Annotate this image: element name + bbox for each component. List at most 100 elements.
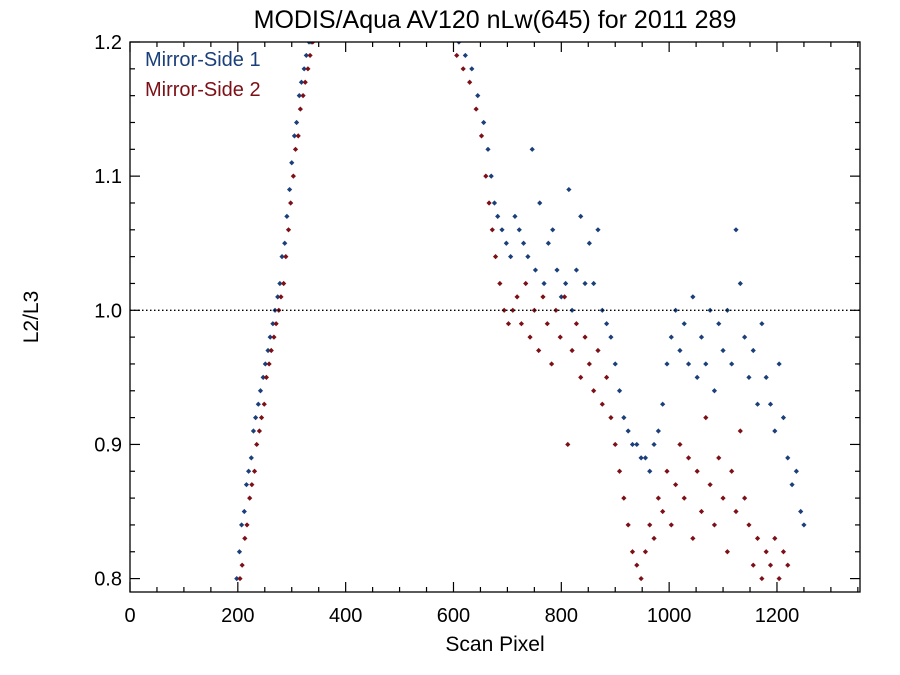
data-point-series1-68	[612, 361, 618, 367]
y-tick-label-1.2: 1.2	[94, 32, 122, 54]
data-point-series2-37	[486, 200, 492, 206]
data-point-series2-18	[281, 280, 287, 287]
data-point-series1-79	[660, 401, 666, 407]
data-point-series2-84	[685, 455, 692, 461]
data-point-series2-96	[737, 428, 743, 434]
data-point-series1-60	[578, 213, 584, 219]
data-point-series1-109	[789, 482, 795, 488]
data-point-series1-69	[616, 388, 623, 394]
data-point-series2-88	[703, 415, 709, 421]
data-point-series1-102	[759, 321, 765, 327]
data-point-series1-33	[462, 52, 468, 59]
data-point-series1-28	[301, 66, 307, 72]
data-point-series1-37	[485, 146, 491, 152]
data-point-series2-39	[492, 254, 499, 260]
data-point-series2-28	[305, 66, 311, 72]
data-point-series2-51	[544, 321, 550, 327]
data-point-series1-76	[647, 468, 653, 474]
data-point-series1-44	[512, 213, 518, 219]
data-point-series2-27	[302, 79, 308, 85]
data-point-series1-81	[668, 334, 674, 340]
data-point-series2-29	[307, 52, 313, 59]
data-point-series1-10	[257, 388, 264, 394]
data-point-series1-99	[746, 374, 752, 380]
data-point-series2-32	[460, 66, 466, 72]
x-tick-label-0: 0	[124, 605, 135, 627]
data-point-series2-40	[497, 280, 503, 287]
data-point-series2-0	[237, 575, 243, 582]
data-point-series2-14	[271, 334, 277, 340]
data-point-series2-36	[483, 173, 489, 179]
data-point-series1-95	[729, 361, 735, 367]
data-point-series1-92	[716, 321, 722, 327]
data-point-series2-90	[711, 522, 718, 528]
data-point-series1-72	[629, 441, 636, 448]
data-point-series1-34	[469, 66, 475, 72]
y-tick-labels: 0.8 0.9 1.0 1.1 1.2	[94, 32, 122, 591]
data-point-series1-70	[621, 415, 627, 421]
data-point-series2-23	[292, 146, 299, 152]
data-point-series2-6	[251, 468, 258, 474]
data-point-series2-67	[612, 441, 618, 448]
data-point-series1-19	[279, 254, 285, 260]
data-point-series2-7	[254, 441, 260, 448]
data-point-series2-92	[720, 495, 726, 501]
data-point-series1-39	[491, 200, 498, 206]
data-point-series1-83	[677, 347, 683, 354]
data-point-series1-66	[604, 321, 610, 327]
data-point-series1-14	[267, 334, 273, 340]
data-point-series1-1	[236, 549, 243, 555]
data-point-series2-26	[300, 93, 306, 99]
data-point-series1-73	[634, 441, 640, 448]
data-point-series1-49	[532, 267, 539, 273]
data-point-series2-93	[724, 549, 730, 555]
data-point-series2-46	[523, 280, 529, 287]
data-point-series2-87	[698, 508, 705, 515]
data-point-series2-95	[733, 508, 739, 515]
data-point-series1-74	[638, 455, 644, 461]
data-point-series2-52	[549, 361, 555, 367]
data-point-series1-26	[296, 93, 302, 99]
x-tick-label-800: 800	[545, 605, 578, 627]
data-point-series1-21	[284, 213, 290, 219]
data-point-series1-97	[737, 280, 743, 287]
x-axis-title: Scan Pixel	[445, 633, 544, 656]
data-point-series2-53	[553, 307, 559, 313]
data-point-series2-8	[256, 428, 262, 434]
data-point-series1-57	[566, 186, 572, 193]
plot-frame	[129, 41, 861, 593]
data-point-series2-5	[249, 482, 255, 488]
data-point-series2-50	[540, 294, 546, 300]
data-point-series1-2	[239, 522, 245, 528]
data-point-series2-17	[278, 294, 284, 300]
data-point-series1-75	[642, 455, 649, 461]
data-point-series2-20	[285, 227, 292, 233]
x-tick-labels: 0 200 400 600 800 1000 1200	[124, 605, 799, 627]
data-point-series2-102	[763, 549, 769, 555]
y-tick-label-1.0: 1.0	[94, 300, 122, 322]
data-point-series1-3	[241, 508, 247, 515]
data-point-series1-87	[694, 374, 700, 380]
data-point-series2-61	[586, 361, 592, 367]
data-point-series1-63	[591, 280, 597, 287]
data-point-series2-15	[273, 321, 279, 327]
data-point-series1-36	[481, 119, 487, 126]
data-point-series2-82	[677, 441, 683, 448]
data-point-series2-34	[473, 106, 479, 112]
data-point-series2-45	[518, 321, 525, 327]
data-point-series1-11	[260, 374, 266, 380]
data-point-series2-101	[759, 575, 765, 582]
legend-label-mirror-side-1: Mirror-Side 1	[145, 49, 261, 71]
data-point-series1-58	[569, 307, 575, 313]
data-point-series2-22	[290, 173, 296, 179]
x-tick-label-200: 200	[221, 605, 254, 627]
data-point-series1-7	[250, 428, 257, 434]
data-point-series1-108	[785, 455, 791, 461]
data-point-series2-33	[467, 79, 473, 85]
data-point-series1-29	[303, 52, 309, 59]
data-point-series1-20	[282, 240, 288, 246]
data-point-series2-85	[690, 535, 696, 541]
data-point-series1-15	[270, 321, 276, 327]
data-point-series1-84	[681, 321, 687, 327]
